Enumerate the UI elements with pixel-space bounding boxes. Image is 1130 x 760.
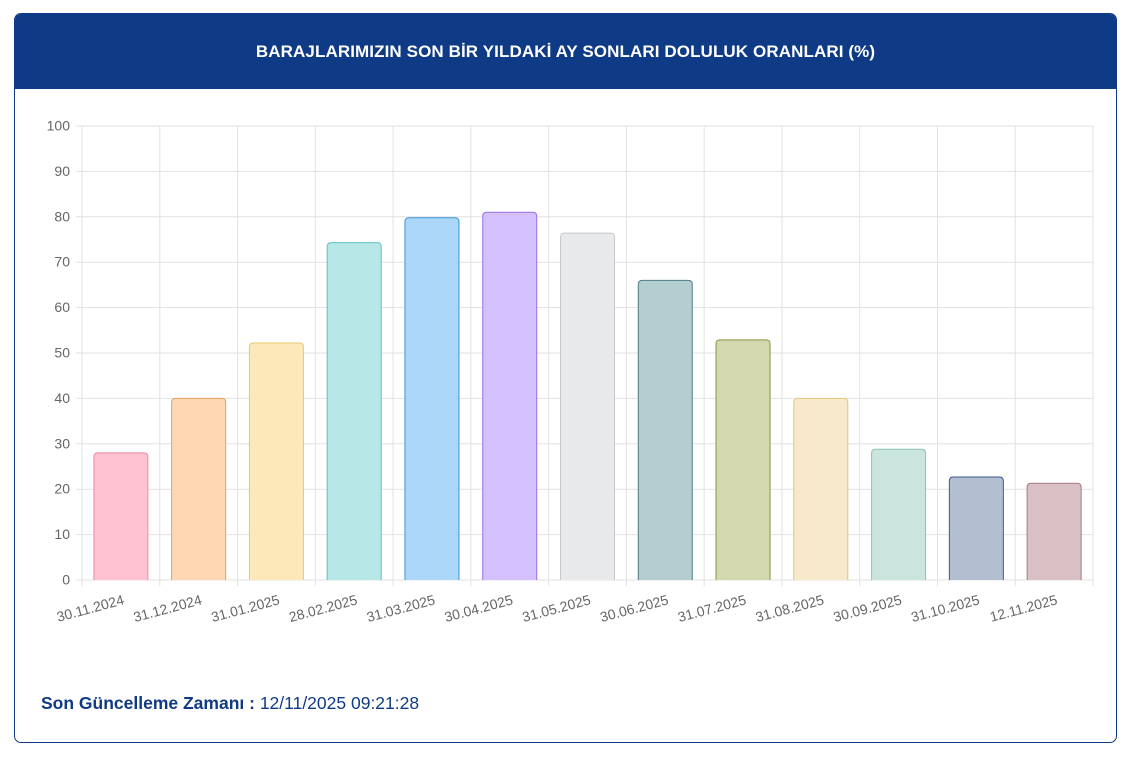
bar-31.10.2025 xyxy=(948,476,1004,580)
y-tick-label: 20 xyxy=(54,481,70,497)
x-tick-label: 31.10.2025 xyxy=(909,591,981,625)
x-tick-label: 30.11.2024 xyxy=(55,591,126,624)
chart-panel: BARAJLARIMIZIN SON BİR YILDAKİ AY SONLAR… xyxy=(14,13,1117,743)
last-update-value: 12/11/2025 09:21:28 xyxy=(259,693,420,713)
x-tick-label: 31.01.2025 xyxy=(209,591,281,625)
x-tick-label: 30.09.2025 xyxy=(832,591,904,625)
bar-31.05.2025 xyxy=(560,232,615,580)
bar-31.01.2025 xyxy=(248,342,304,580)
last-update-label: Son Güncelleme Zamanı : xyxy=(41,693,255,713)
bar-chart: 0 10 20 30 40 50 60 70 80 90 100 30.11.2024 31.12.20… xyxy=(47,118,1094,625)
bar-31.08.2025 xyxy=(793,397,849,580)
x-tick-label: 31.03.2025 xyxy=(365,591,437,625)
y-tick-label: 70 xyxy=(54,254,70,270)
bar-30.09.2025 xyxy=(871,448,927,580)
x-tick-label: 31.08.2025 xyxy=(754,591,826,625)
x-tick-label: 28.02.2025 xyxy=(287,591,359,625)
y-tick-label: 100 xyxy=(47,118,71,134)
x-tick-label: 31.12.2024 xyxy=(132,591,204,625)
y-tick-label: 10 xyxy=(54,526,70,542)
panel-title: BARAJLARIMIZIN SON BİR YILDAKİ AY SONLAR… xyxy=(15,14,1116,89)
bar-30.11.2024 xyxy=(93,452,149,580)
bar-31.03.2025 xyxy=(404,217,460,580)
y-tick-label: 0 xyxy=(62,572,70,588)
y-tick-label: 50 xyxy=(54,345,70,361)
y-tick-label: 80 xyxy=(54,208,70,224)
x-tick-label: 30.04.2025 xyxy=(443,591,515,625)
bar-31.12.2024 xyxy=(171,397,227,580)
x-tick-label: 31.05.2025 xyxy=(520,591,592,625)
x-tick-label: 30.06.2025 xyxy=(598,591,670,625)
y-tick-label: 30 xyxy=(54,435,70,451)
bar-12.11.2025 xyxy=(1026,482,1082,580)
last-update: Son Güncelleme Zamanı : 12/11/2025 09:21… xyxy=(41,693,419,714)
y-tick-label: 90 xyxy=(54,163,70,179)
y-tick-label: 40 xyxy=(54,390,70,406)
chart-area: 0 10 20 30 40 50 60 70 80 90 100 30.11.2024 31.12.20… xyxy=(15,89,1116,649)
y-tick-label: 60 xyxy=(54,299,70,315)
bar-30.06.2025 xyxy=(637,279,693,580)
bar-30.04.2025 xyxy=(482,211,538,580)
x-tick-label: 12.11.2025 xyxy=(988,591,1059,624)
bar-31.07.2025 xyxy=(715,339,771,580)
bar-28.02.2025 xyxy=(326,242,382,580)
x-tick-label: 31.07.2025 xyxy=(676,591,748,625)
